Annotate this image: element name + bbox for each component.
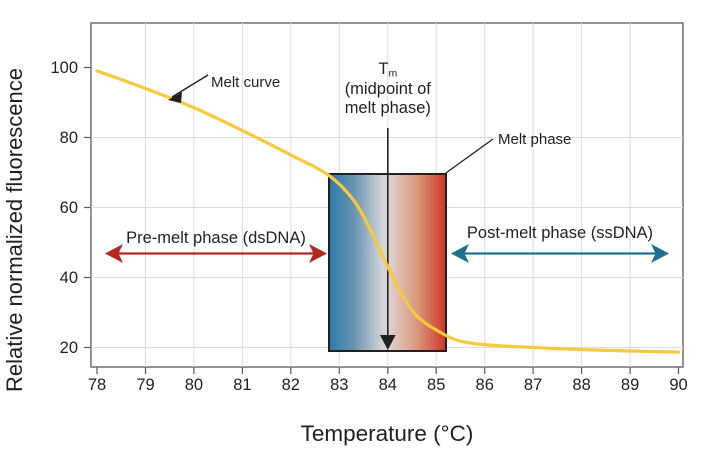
svg-text:Tm: Tm [378,60,397,80]
svg-text:90: 90 [669,376,687,394]
svg-text:84: 84 [379,376,397,394]
svg-text:Relative normalized fluorescen: Relative normalized fluorescence [2,68,27,392]
svg-text:85: 85 [427,376,445,394]
svg-text:88: 88 [572,376,590,394]
svg-text:83: 83 [330,376,348,394]
svg-text:60: 60 [60,199,78,217]
svg-text:40: 40 [60,269,78,287]
svg-text:Post-melt phase (ssDNA): Post-melt phase (ssDNA) [467,224,653,242]
svg-text:82: 82 [282,376,300,394]
svg-text:80: 80 [60,129,78,147]
svg-text:78: 78 [88,376,106,394]
svg-text:81: 81 [233,376,251,394]
svg-text:(midpoint of: (midpoint of [345,80,432,98]
svg-text:100: 100 [50,59,78,77]
svg-text:20: 20 [60,339,78,357]
svg-text:80: 80 [185,376,203,394]
svg-text:79: 79 [136,376,154,394]
svg-text:87: 87 [524,376,542,394]
svg-text:Melt curve: Melt curve [211,74,280,91]
svg-text:Temperature (°C): Temperature (°C) [301,421,474,446]
svg-text:Pre-melt phase (dsDNA): Pre-melt phase (dsDNA) [126,229,306,247]
svg-text:89: 89 [621,376,639,394]
svg-text:86: 86 [476,376,494,394]
svg-text:melt phase): melt phase) [345,99,431,117]
svg-text:Melt phase: Melt phase [498,131,571,148]
